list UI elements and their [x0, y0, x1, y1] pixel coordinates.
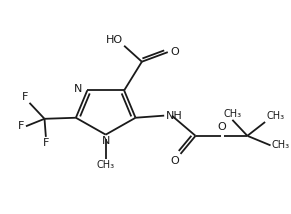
Text: CH₃: CH₃ [272, 140, 290, 150]
Text: F: F [43, 138, 49, 148]
Text: NH: NH [166, 111, 182, 121]
Text: F: F [22, 92, 28, 102]
Text: O: O [171, 156, 179, 166]
Text: N: N [74, 84, 82, 94]
Text: HO: HO [106, 35, 123, 45]
Text: O: O [170, 47, 179, 57]
Text: CH₃: CH₃ [97, 160, 115, 170]
Text: N: N [102, 136, 110, 146]
Text: O: O [217, 122, 226, 132]
Text: CH₃: CH₃ [223, 109, 242, 119]
Text: CH₃: CH₃ [267, 111, 285, 121]
Text: F: F [18, 121, 25, 131]
